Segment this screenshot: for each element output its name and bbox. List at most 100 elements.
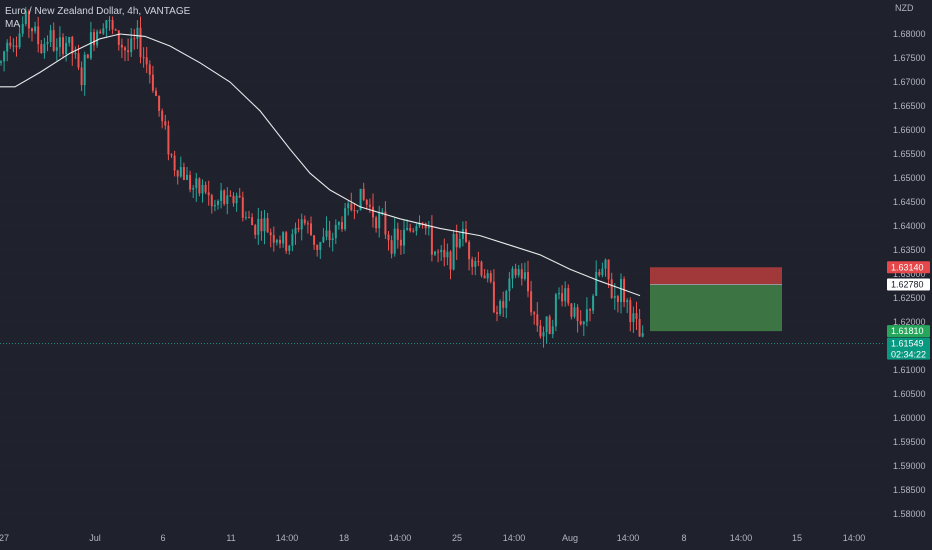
current-price-tag-bg bbox=[887, 337, 930, 360]
candle-body bbox=[189, 174, 192, 190]
price-tick-label: 1.66500 bbox=[893, 101, 926, 111]
candle-body bbox=[49, 30, 52, 42]
candle-body bbox=[117, 30, 120, 45]
candle-body bbox=[145, 57, 148, 65]
candles bbox=[0, 6, 644, 348]
candle-body bbox=[449, 251, 452, 270]
candle-body bbox=[517, 269, 520, 276]
candle-body bbox=[387, 234, 390, 241]
stop-price-tag-bg bbox=[887, 261, 930, 274]
candle-body bbox=[582, 321, 585, 325]
indicator-label[interactable]: MA bbox=[5, 19, 20, 30]
candle-body bbox=[595, 271, 598, 296]
candle-body bbox=[192, 188, 195, 190]
candle-body bbox=[232, 195, 235, 204]
candle-body bbox=[480, 261, 483, 276]
candle-body bbox=[626, 300, 629, 303]
candle-body bbox=[24, 11, 27, 24]
candle-body bbox=[542, 332, 545, 337]
candle-body bbox=[65, 42, 68, 55]
candle-body bbox=[406, 228, 409, 230]
candle-body bbox=[170, 154, 173, 156]
candle-body bbox=[257, 218, 260, 235]
candle-body bbox=[108, 20, 111, 22]
stop-price-tag: 1.63140 bbox=[891, 262, 924, 272]
candle-body bbox=[396, 228, 399, 240]
candle-body bbox=[347, 203, 350, 209]
candle-body bbox=[316, 244, 319, 250]
candle-body bbox=[133, 38, 136, 40]
candle-body bbox=[127, 50, 130, 53]
candle-body bbox=[18, 33, 21, 48]
candle-body bbox=[356, 210, 359, 212]
candle-body bbox=[21, 23, 24, 34]
candle-body bbox=[46, 41, 49, 44]
candle-body bbox=[313, 235, 316, 245]
candle-body bbox=[248, 217, 250, 219]
price-tick-label: 1.62000 bbox=[893, 317, 926, 327]
price-axis[interactable]: NZD 1.68000 1.67500 1.67000 1.66500 1.66000 1.… bbox=[887, 3, 930, 519]
candle-body bbox=[272, 235, 275, 243]
candle-body bbox=[499, 301, 502, 314]
candle-body bbox=[306, 223, 309, 225]
candle-body bbox=[427, 226, 430, 229]
time-axis[interactable]: 27 Jul 6 11 14:00 18 14:00 25 14:00 Aug 14:00 8 14:0… bbox=[0, 533, 865, 543]
candle-body bbox=[530, 291, 533, 313]
price-tick-label: 1.67000 bbox=[893, 77, 926, 87]
candle-body bbox=[111, 20, 114, 30]
time-tick-label: 14:00 bbox=[503, 533, 526, 543]
price-tick-label: 1.63000 bbox=[893, 269, 926, 279]
price-tick-label: 1.60500 bbox=[893, 389, 926, 399]
candle-body bbox=[443, 249, 446, 258]
candle-body bbox=[384, 211, 387, 235]
candle-body bbox=[502, 301, 505, 308]
candle-body bbox=[508, 278, 511, 292]
candle-body bbox=[607, 259, 610, 280]
candle-body bbox=[334, 224, 337, 239]
candle-body bbox=[514, 268, 517, 276]
candle-body bbox=[458, 238, 461, 248]
candle-body bbox=[483, 275, 486, 279]
time-tick-label: 27 bbox=[0, 533, 9, 543]
candle-body bbox=[527, 272, 529, 292]
candle-body bbox=[3, 51, 6, 62]
candle-body bbox=[331, 238, 334, 241]
price-tick-label: 1.61000 bbox=[893, 365, 926, 375]
position-tool[interactable] bbox=[650, 267, 782, 332]
candle-body bbox=[99, 31, 102, 34]
candle-body bbox=[37, 26, 40, 45]
candle-body bbox=[632, 313, 635, 322]
candle-body bbox=[142, 56, 145, 58]
candle-body bbox=[381, 211, 384, 213]
candle-body bbox=[235, 195, 238, 204]
candle-body bbox=[124, 47, 126, 51]
candle-body bbox=[244, 217, 247, 219]
candle-body bbox=[328, 230, 331, 241]
candle-body bbox=[393, 228, 396, 254]
price-tick-label: 1.62500 bbox=[893, 293, 926, 303]
candle-body bbox=[579, 320, 582, 325]
candle-body bbox=[155, 90, 157, 96]
candle-body bbox=[533, 312, 536, 315]
current-price-tag-countdown: 02:34:22 bbox=[891, 350, 926, 360]
take-profit-zone bbox=[650, 284, 782, 332]
candle-body bbox=[341, 222, 343, 230]
candle-body bbox=[375, 217, 378, 229]
candle-body bbox=[424, 223, 427, 229]
time-tick-label: 6 bbox=[160, 533, 165, 543]
current-price-tag: 1.61549 bbox=[891, 339, 924, 349]
candle-body bbox=[554, 294, 557, 327]
candle-body bbox=[282, 232, 285, 244]
candle-body bbox=[452, 233, 455, 270]
candle-body bbox=[164, 121, 167, 126]
candle-body bbox=[195, 178, 198, 189]
candle-body bbox=[62, 37, 64, 55]
symbol-title[interactable]: Euro / New Zealand Dollar, 4h, VANTAGE bbox=[5, 6, 191, 17]
candle-body bbox=[412, 230, 415, 232]
candle-body bbox=[455, 233, 458, 248]
candle-body bbox=[71, 36, 74, 54]
candle-body bbox=[297, 227, 300, 230]
price-tick-label: 1.58000 bbox=[893, 509, 926, 519]
candle-body bbox=[468, 241, 471, 260]
